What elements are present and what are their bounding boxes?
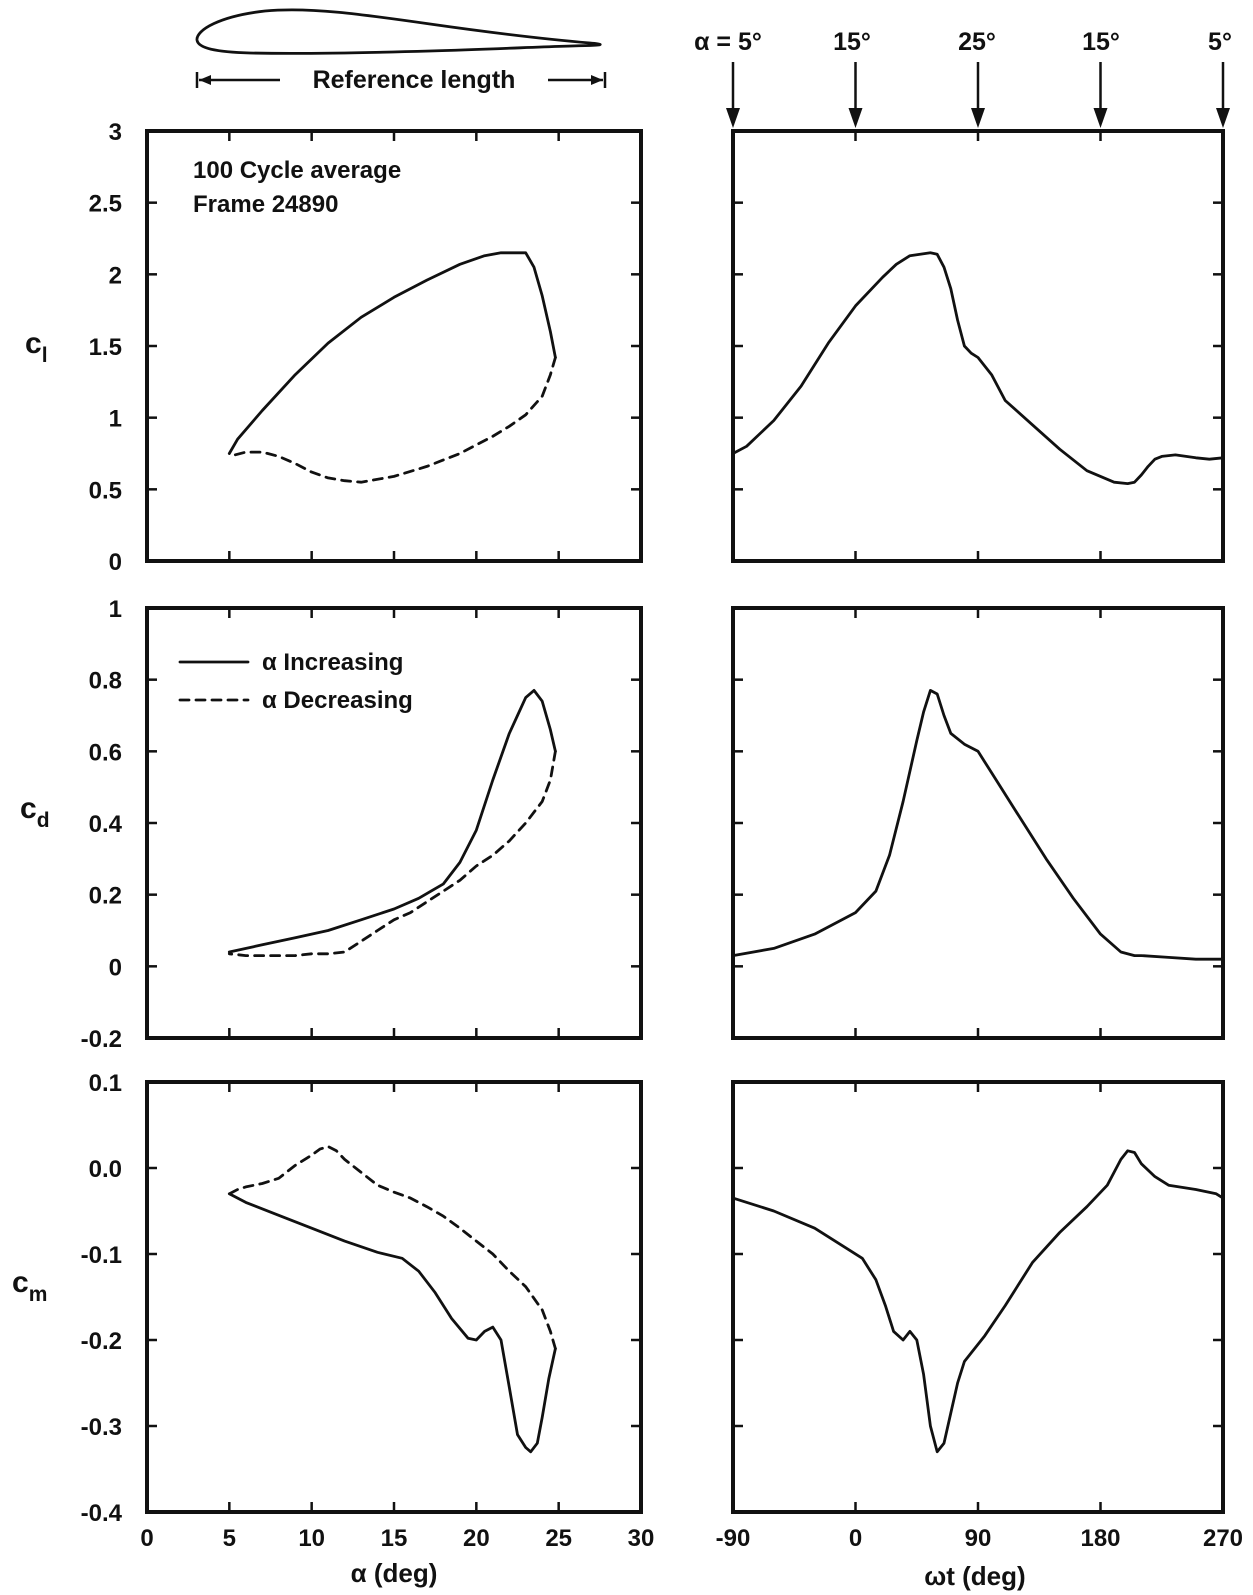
y-tick-label: 0.2 [89, 883, 122, 910]
cm-axis-sub: m [29, 1283, 48, 1306]
y-tick-label: 1.5 [89, 334, 122, 361]
cl-axis-label: cl [25, 327, 48, 367]
alpha-arrow-head [971, 108, 985, 128]
cd-axis-label: cd [20, 792, 50, 832]
y-tick-label: -0.2 [81, 1026, 122, 1053]
x-tick-label: 0 [140, 1525, 153, 1552]
x-tick-label: 15 [381, 1525, 408, 1552]
cl-vs-alpha-series-decreasing-line [227, 356, 557, 484]
y-tick-label: 1 [109, 406, 122, 433]
cd-vs-alpha-series-increasing-line [227, 689, 557, 954]
frame-number-label: Frame 24890 [193, 191, 338, 218]
alpha-mark-5: 5° [1208, 28, 1232, 56]
y-tick-label: 0.5 [89, 477, 122, 504]
y-tick-label: 0.6 [89, 739, 122, 766]
cd-vs-alpha-series-decreasing-line [227, 749, 557, 957]
alpha-arrow-head [726, 108, 740, 128]
y-tick-label: -0.1 [81, 1242, 122, 1269]
x-tick-label: -90 [716, 1525, 751, 1552]
x-tick-label: 0 [849, 1525, 862, 1552]
y-tick-label: 2 [109, 262, 122, 289]
y-tick-label: 1 [109, 596, 122, 623]
y-tick-label: -0.4 [81, 1500, 123, 1527]
x-tick-label: 270 [1203, 1525, 1243, 1552]
y-tick-label: 2.5 [89, 191, 122, 218]
alpha-arrow-head [848, 108, 863, 128]
reference-arrowhead-left [199, 75, 211, 85]
airfoil-sketch: Reference length [195, 8, 607, 94]
cycle-average-label: 100 Cycle average [193, 157, 401, 184]
x-tick-label: 90 [965, 1525, 992, 1552]
alpha-axis-title: α (deg) [351, 1558, 438, 1588]
alpha-markers: α = 5° 15° 25° 15° 5° [694, 28, 1232, 128]
x-tick-label: 180 [1080, 1525, 1120, 1552]
x-tick-label: 30 [628, 1525, 655, 1552]
cl-vs-alpha-series-increasing-line [227, 251, 557, 455]
y-tick-label: 0.1 [89, 1070, 122, 1097]
cl-axis-main: c [25, 327, 42, 360]
reference-length-label: Reference length [313, 66, 516, 94]
y-tick-label: 0 [109, 954, 122, 981]
alpha-arrow-head [1216, 108, 1230, 128]
legend: α Increasing α Decreasing [178, 649, 413, 714]
legend-increasing-label: α Increasing [262, 649, 403, 676]
cm-vs-alpha-series-increasing-line [227, 1192, 557, 1454]
panel-cd-omegat-frame [731, 606, 1225, 1040]
alpha-arrow-head [1093, 108, 1108, 128]
cm-vs-alpha-series-decreasing-line [227, 1145, 557, 1350]
alpha-mark-1: α = 5° [694, 28, 762, 56]
axis-ticks: 0 0.5 1 1.5 2 2.5 3 -0.2 0 0.2 0.4 0.6 0.8 1 -0.4 -0.3 -… [81, 119, 1243, 1552]
cm-axis-label: cm [12, 1266, 47, 1306]
x-tick-label: 20 [463, 1525, 490, 1552]
alpha-mark-2: 15° [833, 28, 871, 56]
cd-axis-sub: d [37, 809, 50, 832]
cl-axis-sub: l [42, 344, 48, 367]
x-tick-label: 10 [298, 1525, 325, 1552]
cl-vs-omega-t-series-response-line [731, 251, 1225, 485]
cd-axis-main: c [20, 792, 37, 825]
panel-cm-omegat-frame [731, 1080, 1225, 1514]
omegat-axis-title: ωt (deg) [924, 1561, 1025, 1591]
x-tick-label: 5 [223, 1525, 236, 1552]
reference-arrowhead-right [591, 75, 603, 85]
panel-cm-alpha-frame [145, 1080, 643, 1514]
legend-decreasing-label: α Decreasing [262, 687, 413, 714]
y-tick-label: 0.4 [89, 811, 123, 838]
y-tick-label: 0.8 [89, 668, 122, 695]
cd-vs-omega-t-series-response-line [731, 689, 1225, 961]
alpha-mark-3: 25° [958, 28, 996, 56]
y-tick-label: -0.2 [81, 1328, 122, 1355]
airfoil-outline [195, 8, 602, 55]
x-tick-label: 25 [545, 1525, 572, 1552]
alpha-mark-4: 15° [1082, 28, 1120, 56]
y-tick-label: 3 [109, 119, 122, 146]
cm-vs-omega-t-series-response-line [731, 1149, 1225, 1454]
panel-cl-omegat-frame [731, 129, 1225, 563]
y-tick-label: 0 [109, 549, 122, 576]
data-curves [227, 251, 1225, 1454]
cm-axis-main: c [12, 1266, 29, 1299]
y-tick-label: -0.3 [81, 1414, 122, 1441]
alpha-arrows [726, 62, 1230, 128]
y-tick-label: 0.0 [89, 1156, 122, 1183]
